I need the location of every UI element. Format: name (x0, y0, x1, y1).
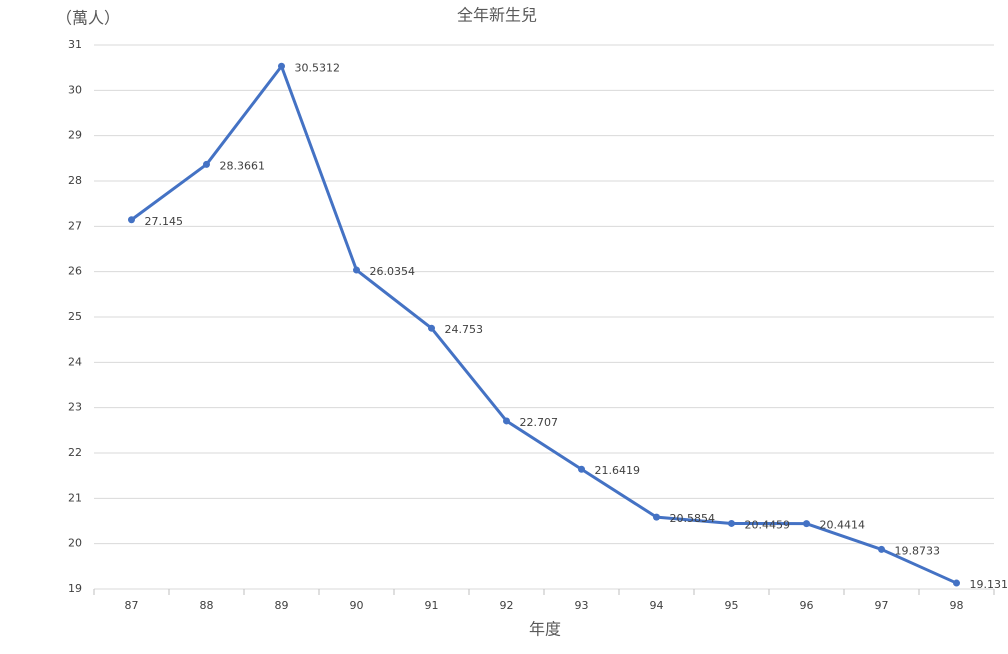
y-tick-label: 25 (68, 310, 82, 323)
point (353, 266, 360, 274)
data-label: 30.5312 (295, 61, 341, 74)
x-tick-label: 92 (500, 599, 514, 612)
point (203, 160, 210, 168)
point (578, 465, 585, 473)
data-label: 20.4414 (820, 519, 866, 532)
data-label: 19.8733 (895, 544, 941, 557)
y-tick-label: 22 (68, 446, 82, 459)
x-tick-label: 88 (200, 599, 214, 612)
x-tick-label: 89 (275, 599, 289, 612)
x-axis-title: 年度 (529, 620, 561, 639)
chart-title: 全年新生兒 (457, 6, 537, 25)
y-tick-label: 31 (68, 38, 82, 51)
x-tick-label: 87 (125, 599, 139, 612)
y-tick-label: 20 (68, 537, 82, 550)
x-tick-label: 95 (725, 599, 739, 612)
x-tick-label: 91 (425, 599, 439, 612)
x-tick-label: 97 (875, 599, 889, 612)
y-tick-label: 26 (68, 265, 82, 278)
y-tick-label: 27 (68, 219, 82, 232)
data-label: 26.0354 (370, 265, 416, 278)
y-tick-label: 29 (68, 129, 82, 142)
data-label: 22.707 (520, 416, 559, 429)
y-tick-label: 30 (68, 83, 82, 96)
line (130, 64, 958, 585)
data-label: 27.145 (145, 215, 184, 228)
data-label: 24.753 (445, 323, 484, 336)
data-label: 20.4459 (745, 518, 791, 531)
y-axis-title: （萬人） (56, 9, 120, 28)
data-label: 21.6419 (595, 464, 641, 477)
data-label: 20.5854 (670, 512, 716, 525)
point (428, 324, 435, 332)
x-tick-label: 98 (950, 599, 964, 612)
x-tick-label: 93 (575, 599, 589, 612)
x-tick-label: 96 (800, 599, 814, 612)
x-tick-label: 94 (650, 599, 664, 612)
point (878, 545, 885, 553)
data-label: 19.131 (970, 578, 1008, 591)
y-tick-label: 28 (68, 174, 82, 187)
x-tick-label: 90 (350, 599, 364, 612)
y-tick-label: 19 (68, 582, 82, 595)
point (653, 513, 660, 521)
point (128, 216, 135, 224)
data-label: 28.3661 (220, 159, 266, 172)
y-tick-label: 21 (68, 491, 82, 504)
point (953, 579, 960, 587)
point (503, 417, 510, 425)
point (278, 62, 285, 70)
y-tick-label: 24 (68, 355, 82, 368)
point (803, 520, 810, 528)
y-tick-label: 23 (68, 401, 82, 414)
point (728, 519, 735, 527)
